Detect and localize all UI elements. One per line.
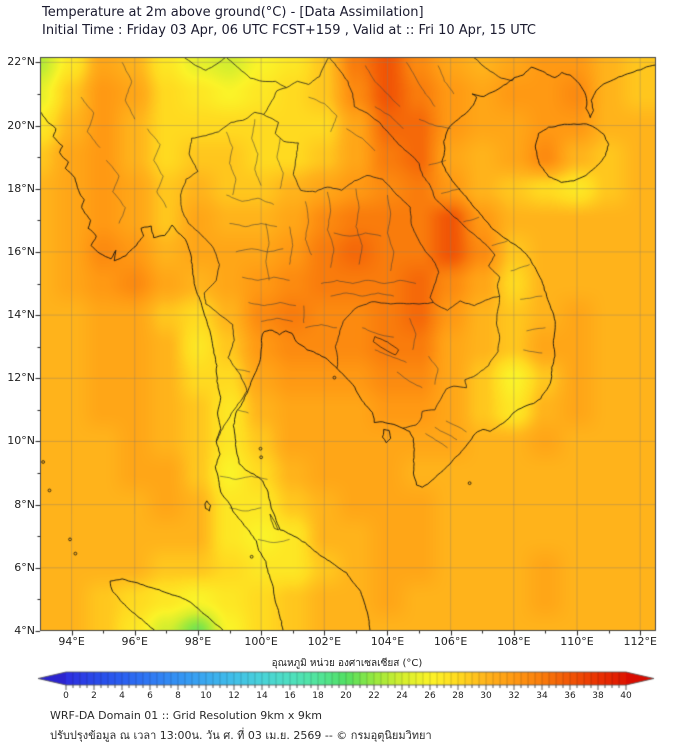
lon-tick-label: 108°E (497, 635, 531, 648)
colorbar-tick-label: 10 (200, 691, 212, 701)
colorbar-tick-label: 36 (564, 691, 576, 701)
lat-tick-label: 14°N (7, 308, 35, 322)
lon-tick-label: 94°E (58, 635, 85, 648)
colorbar-tick-label: 24 (396, 691, 408, 701)
colorbar-tick-label: 32 (508, 691, 520, 701)
lon-tick-label: 110°E (560, 635, 594, 648)
lon-tick-label: 104°E (370, 635, 405, 648)
colorbar-canvas (0, 670, 676, 694)
lat-tick-label: 18°N (7, 181, 35, 195)
map-title: Temperature at 2m above ground(°C) - [Da… (42, 5, 424, 20)
lon-tick-label: 100°E (244, 635, 278, 648)
colorbar-tick-label: 28 (452, 691, 464, 701)
colorbar-tick-labels: 0 2 4 6 8 10 12 14 16 18 20 22 24 26 28 30 32 34 36 38 40 (0, 691, 676, 703)
lon-tick-label: 106°E (433, 635, 468, 648)
lon-tick-label: 98°E (184, 635, 212, 648)
lon-tick-label: 112°E (623, 635, 657, 648)
colorbar-tick-label: 34 (536, 691, 548, 701)
lat-tick-label: 20°N (7, 118, 35, 132)
lat-tick-label: 4°N (14, 624, 35, 637)
lat-axis-labels: 22°N 20°N 18°N 16°N 14°N 12°N 10°N 8°N 6°N 4°N (0, 0, 37, 700)
colorbar-tick-label: 26 (424, 691, 436, 701)
temperature-map-canvas (32, 49, 664, 639)
colorbar-tick-label: 18 (312, 691, 324, 701)
footer-update-info: ปรับปรุงข้อมูล ณ เวลา 13:00น. วัน ศ. ที่… (50, 729, 432, 742)
colorbar-tick-label: 14 (256, 691, 268, 701)
colorbar-tick-label: 40 (620, 691, 632, 701)
colorbar-tick-label: 8 (175, 691, 181, 701)
colorbar-tick-label: 38 (592, 691, 604, 701)
colorbar-tick-label: 20 (340, 691, 352, 701)
colorbar-tick-label: 16 (284, 691, 296, 701)
lat-tick-label: 8°N (14, 497, 35, 511)
lon-tick-label: 96°E (121, 635, 148, 648)
colorbar-tick-label: 4 (119, 691, 125, 701)
colorbar-tick-label: 22 (368, 691, 380, 701)
colorbar-tick-label: 0 (63, 691, 69, 701)
colorbar-tick-label: 6 (147, 691, 153, 701)
lon-tick-label: 102°E (307, 635, 342, 648)
lat-tick-label: 6°N (14, 560, 35, 574)
map-subtitle: Initial Time : Friday 03 Apr, 06 UTC FCS… (42, 23, 536, 38)
lat-tick-label: 22°N (7, 55, 35, 69)
colorbar-tick-label: 12 (228, 691, 240, 701)
colorbar-tick-label: 2 (91, 691, 97, 701)
lat-tick-label: 12°N (7, 371, 35, 385)
colorbar-tick-label: 30 (480, 691, 492, 701)
footer-domain-info: WRF-DA Domain 01 :: Grid Resolution 9km … (50, 709, 322, 722)
colorbar-label: อุณหภูมิ หน่วย องศาเซลเซียส (°C) (271, 658, 423, 669)
lat-tick-label: 16°N (7, 244, 35, 258)
lat-tick-label: 10°N (7, 434, 35, 448)
